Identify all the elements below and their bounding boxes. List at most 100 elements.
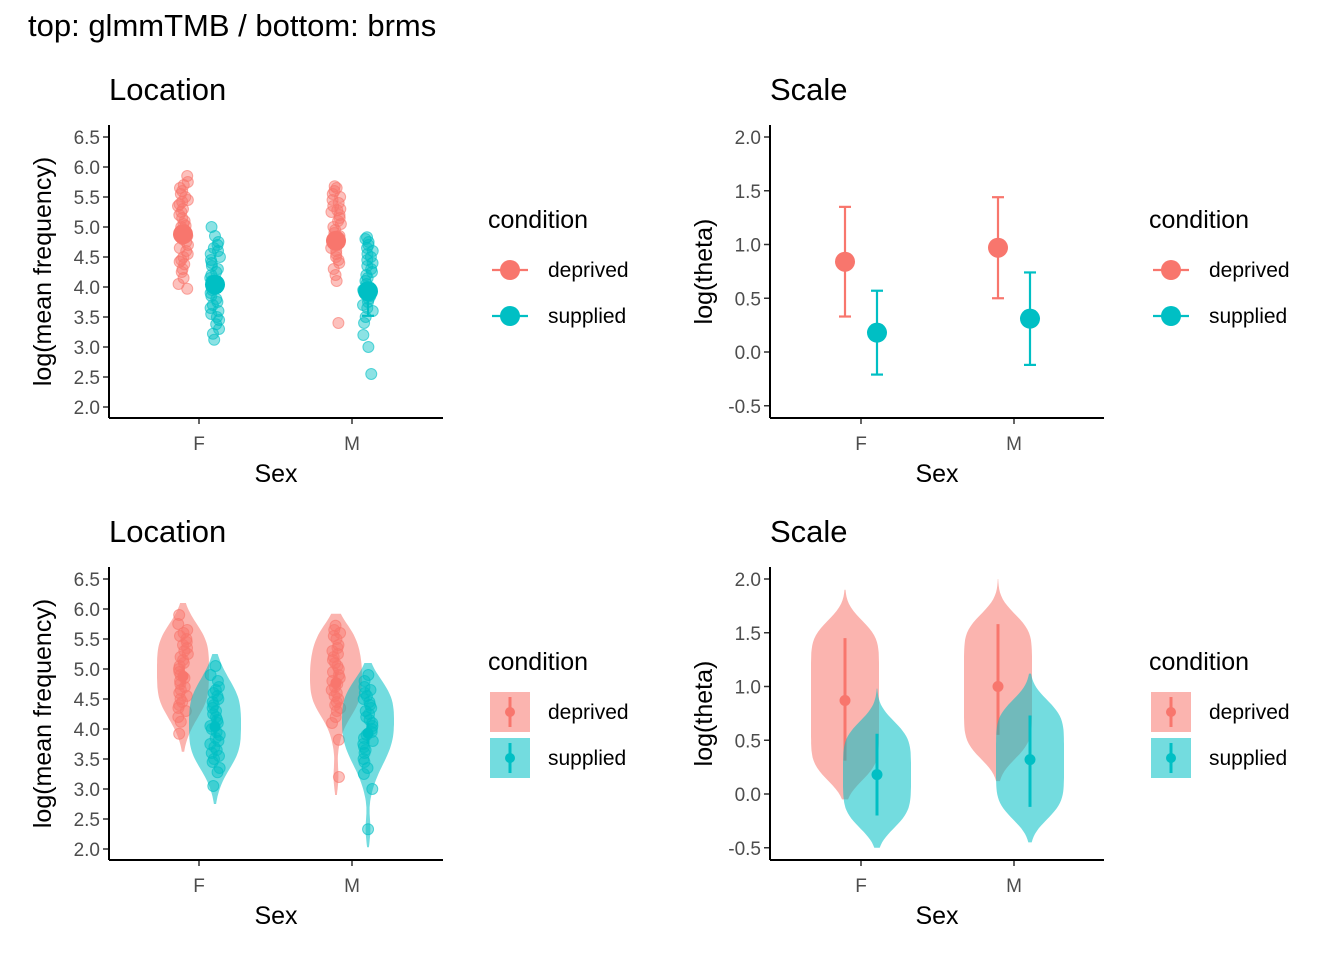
y-tick-label: 4.5	[74, 248, 100, 269]
y-tick-label: 0.5	[735, 731, 761, 752]
y-tick-label: 5.5	[74, 630, 100, 651]
raw-point-supplied-M	[357, 329, 370, 341]
y-axis-label: log(mean frequency)	[29, 157, 57, 386]
raw-point-supplied-F	[205, 221, 218, 233]
raw-point-supplied-F	[204, 248, 217, 260]
y-axis-label: log(theta)	[690, 219, 718, 325]
legend-label-supplied: supplied	[1209, 305, 1287, 328]
raw-point-supplied-F	[206, 696, 219, 708]
legend-label-deprived: deprived	[548, 701, 629, 724]
y-tick-label: 6.0	[74, 158, 100, 179]
raw-point-supplied-M	[365, 368, 378, 380]
raw-point-supplied-F	[204, 254, 217, 266]
raw-point-deprived-M	[332, 317, 345, 329]
y-tick-label: 5.5	[74, 188, 100, 209]
raw-point-supplied-M	[360, 269, 373, 281]
y-tick-label: -0.5	[728, 839, 761, 860]
raw-point-deprived-F	[181, 170, 194, 182]
raw-point-supplied-M	[361, 231, 374, 244]
raw-point-deprived-F	[180, 633, 193, 645]
y-tick-label: 1.5	[735, 624, 761, 645]
y-tick-label: 1.0	[735, 678, 761, 699]
raw-point-supplied-F	[205, 260, 218, 272]
legend-key-dot	[500, 306, 520, 326]
y-tick-label: 2.0	[74, 840, 100, 861]
chart-panel-brms-location: Location 2.0 2.5 3.0 3.5 4.0 4.5 5.0 5.5 6.0 6.5 F M…	[29, 514, 629, 930]
y-tick-label: 0.0	[735, 785, 761, 806]
raw-point-deprived-M	[329, 619, 342, 632]
raw-point-supplied-F	[208, 230, 221, 242]
raw-point-supplied-M	[358, 675, 371, 687]
legend-title: condition	[488, 648, 588, 676]
raw-point-supplied-F	[212, 236, 225, 248]
legend-title: condition	[1149, 206, 1249, 234]
raw-point-supplied-M	[359, 233, 372, 245]
y-tick-label: 3.0	[74, 338, 100, 359]
estimate-point-supplied-F	[205, 274, 225, 295]
y-tick-label: 6.0	[74, 600, 100, 621]
x-tick-label: F	[855, 434, 867, 455]
y-tick-label: 2.5	[74, 368, 100, 389]
panel-title: Location	[109, 72, 226, 107]
raw-point-supplied-M	[358, 687, 371, 699]
x-axis-label: Sex	[915, 460, 959, 488]
raw-point-deprived-F	[173, 727, 186, 740]
y-tick-label: 4.0	[74, 720, 100, 741]
legend-label-supplied: supplied	[548, 305, 626, 328]
raw-point-supplied-F	[212, 681, 225, 693]
y-tick-label: 2.0	[735, 570, 761, 591]
chart-panel-brms-scale: Scale -0.5 0.0 0.5 1.0 1.5 2.0 F M Sex log(theta) c…	[690, 514, 1290, 930]
estimate-point-deprived-F	[177, 670, 189, 682]
estimate-point-deprived-F	[835, 251, 855, 272]
x-tick-label: F	[193, 876, 205, 897]
estimate-point-supplied-F	[871, 769, 883, 781]
raw-point-deprived-M	[330, 182, 343, 194]
legend-key-dot	[1161, 306, 1181, 326]
y-tick-label: 2.0	[74, 398, 100, 419]
raw-point-deprived-M	[332, 771, 345, 783]
raw-point-supplied-M	[364, 684, 377, 696]
raw-point-deprived-F	[181, 176, 194, 188]
raw-point-deprived-M	[334, 627, 347, 639]
legend-key-dot	[500, 260, 520, 280]
legend-key-dot	[1161, 260, 1181, 280]
page-title: top: glmmTMB / bottom: brms	[28, 8, 437, 43]
estimate-point-supplied-M	[1020, 308, 1040, 329]
raw-point-supplied-M	[358, 681, 371, 693]
estimate-point-supplied-F	[209, 721, 221, 733]
x-tick-label: F	[855, 876, 867, 897]
raw-point-supplied-F	[204, 669, 217, 681]
x-axis-label: Sex	[254, 460, 298, 488]
raw-point-supplied-M	[362, 669, 375, 681]
y-tick-label: 1.0	[735, 236, 761, 257]
panel-title: Scale	[770, 72, 848, 107]
panel-title: Location	[109, 514, 226, 549]
raw-point-deprived-F	[174, 651, 187, 663]
y-tick-label: -0.5	[728, 397, 761, 418]
raw-point-deprived-F	[173, 609, 186, 621]
legend-label-deprived: deprived	[1209, 701, 1290, 724]
legend-label-deprived: deprived	[1209, 259, 1290, 282]
raw-point-supplied-F	[205, 308, 218, 320]
x-tick-label: M	[1006, 876, 1022, 897]
y-tick-label: 2.5	[74, 810, 100, 831]
raw-point-deprived-M	[327, 630, 340, 642]
raw-point-supplied-F	[211, 263, 224, 275]
raw-point-supplied-M	[362, 823, 375, 836]
y-tick-label: 1.5	[735, 182, 761, 203]
y-tick-label: 6.5	[74, 570, 100, 591]
raw-point-supplied-M	[357, 768, 370, 780]
raw-point-supplied-F	[209, 660, 222, 672]
raw-point-deprived-F	[181, 624, 194, 636]
raw-point-deprived-M	[332, 733, 345, 746]
raw-point-deprived-M	[326, 717, 339, 729]
legend-key-dot	[505, 753, 515, 763]
x-axis-label: Sex	[915, 902, 959, 930]
raw-point-deprived-M	[331, 648, 344, 660]
legend-label-deprived: deprived	[548, 259, 629, 282]
raw-point-supplied-F	[207, 780, 220, 792]
y-tick-label: 5.0	[74, 218, 100, 239]
y-tick-label: 3.0	[74, 780, 100, 801]
y-axis-label: log(mean frequency)	[29, 599, 57, 828]
